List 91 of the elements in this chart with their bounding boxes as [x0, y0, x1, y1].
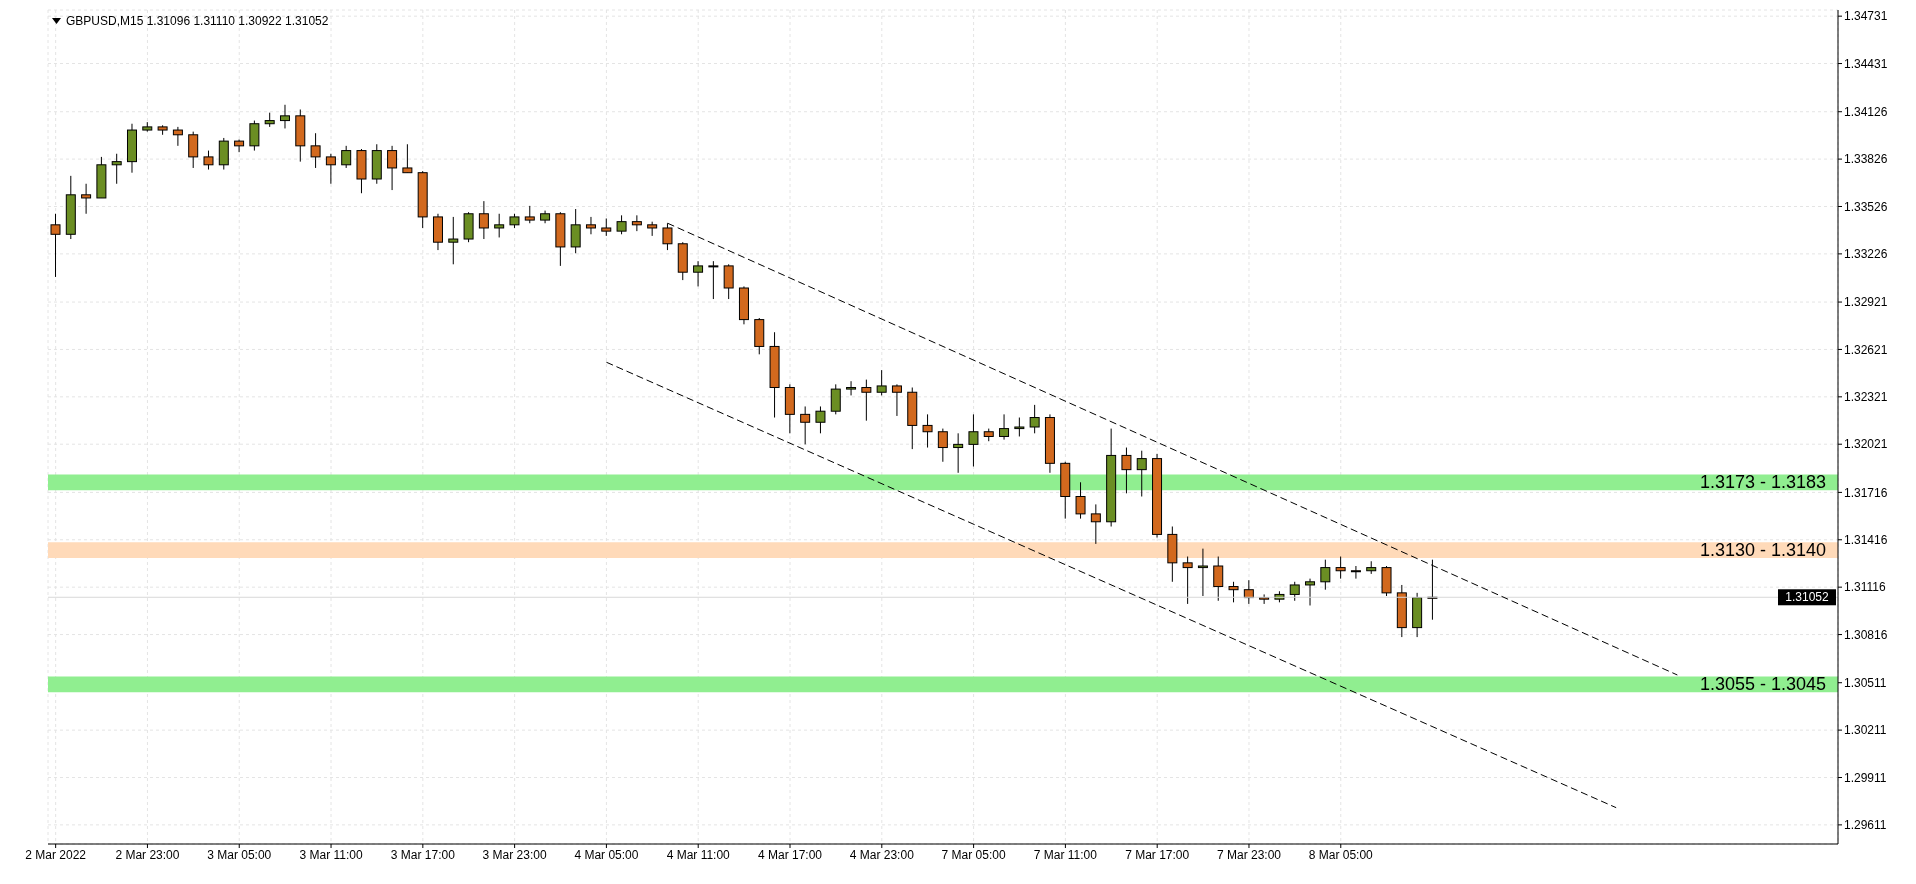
y-tick-label: 1.29611 — [1844, 818, 1887, 833]
candlestick — [999, 413, 1010, 441]
candlestick — [325, 153, 336, 185]
y-tick-label: 1.32021 — [1844, 437, 1888, 452]
x-tick-label: 2 Mar 23:00 — [115, 847, 180, 862]
y-tick-label: 1.31116 — [1844, 580, 1886, 595]
y-tick-label: 1.33526 — [1844, 199, 1888, 214]
y-tick-label: 1.32921 — [1844, 295, 1888, 310]
candlestick — [937, 428, 948, 463]
candlestick — [585, 216, 596, 235]
candlestick — [172, 126, 183, 147]
x-tick-label: 3 Mar 23:00 — [482, 847, 547, 862]
candlestick — [830, 383, 841, 415]
candlestick — [1029, 404, 1040, 434]
candlestick — [815, 405, 826, 434]
candlestick — [341, 145, 352, 169]
x-tick-label: 4 Mar 05:00 — [574, 847, 639, 862]
x-tick-label: 4 Mar 17:00 — [757, 847, 823, 862]
y-tick-label: 1.34431 — [1844, 56, 1888, 71]
candlestick — [1228, 581, 1239, 603]
candlestick — [616, 214, 627, 235]
candlestick — [188, 131, 199, 169]
band-label: 1.3173 - 1.3183 — [1699, 472, 1826, 493]
candlestick — [861, 379, 872, 422]
candlestick — [1335, 556, 1346, 580]
chart-title: GBPUSD,M15 1.31096 1.31110 1.30922 1.31052 — [66, 14, 329, 28]
y-tick-label: 1.30511 — [1844, 675, 1887, 690]
candlestick — [50, 213, 61, 278]
candlestick — [1350, 565, 1361, 580]
candlestick — [846, 380, 857, 396]
x-tick-label: 3 Mar 11:00 — [299, 847, 363, 862]
x-tick-label: 7 Mar 17:00 — [1125, 847, 1190, 862]
candlestick — [1320, 559, 1331, 591]
candlestick — [1197, 548, 1208, 597]
candlestick — [876, 369, 887, 396]
candlestick — [111, 153, 122, 185]
x-tick-label: 3 Mar 17:00 — [390, 847, 456, 862]
y-tick-label: 1.31416 — [1844, 533, 1888, 548]
y-tick-label: 1.32621 — [1844, 342, 1888, 357]
candlestick — [953, 432, 964, 474]
candlestick — [708, 260, 719, 300]
candlestick — [1243, 579, 1254, 605]
x-tick-label: 7 Mar 05:00 — [941, 847, 1006, 862]
candlestick — [1075, 481, 1086, 520]
band-label: 1.3055 - 1.3045 — [1699, 674, 1826, 695]
x-tick-label: 8 Mar 05:00 — [1308, 847, 1374, 862]
candlestick — [387, 145, 398, 191]
candlestick — [310, 132, 321, 169]
candlestick — [81, 183, 92, 215]
y-tick-label: 1.34731 — [1844, 9, 1888, 24]
candlestick — [891, 383, 902, 417]
x-tick-label: 4 Mar 23:00 — [849, 847, 915, 862]
y-tick-label: 1.32321 — [1844, 390, 1888, 405]
candlestick — [448, 216, 459, 265]
y-tick-label: 1.31716 — [1844, 485, 1888, 500]
y-tick-label: 1.30816 — [1844, 627, 1888, 642]
candlestick — [402, 143, 413, 174]
x-tick-label: 4 Mar 11:00 — [666, 847, 731, 862]
candlestick — [203, 150, 214, 171]
candlestick — [1289, 581, 1300, 602]
candlestick — [1136, 450, 1147, 497]
y-tick-label: 1.29911 — [1844, 770, 1887, 785]
candlestick — [494, 213, 505, 238]
candlestick — [723, 263, 734, 300]
candlestick — [1014, 417, 1025, 437]
x-tick-label: 2 Mar 2022 — [25, 847, 87, 862]
candlestick — [1182, 556, 1193, 605]
candlestick — [693, 260, 704, 287]
candlestick — [570, 208, 581, 254]
ref-line-label: 1.31052 — [1785, 590, 1830, 605]
candlestick — [1090, 503, 1101, 545]
candlestick — [279, 104, 290, 129]
candlestick — [249, 120, 260, 152]
y-tick-label: 1.33826 — [1844, 152, 1888, 167]
candlestick — [218, 137, 229, 171]
candlestick — [1213, 556, 1224, 602]
y-tick-label: 1.33226 — [1844, 247, 1888, 262]
candlestick — [800, 405, 811, 445]
band-label: 1.3130 - 1.3140 — [1699, 540, 1826, 561]
candlestick — [1305, 578, 1316, 606]
candlestick — [631, 214, 642, 232]
y-tick-label: 1.34126 — [1844, 104, 1888, 119]
candlestick — [1121, 447, 1132, 494]
candlestick — [922, 413, 933, 449]
candlestick — [968, 413, 979, 467]
candlestick — [478, 200, 489, 240]
x-tick-label: 7 Mar 23:00 — [1216, 847, 1282, 862]
x-tick-label: 7 Mar 11:00 — [1033, 847, 1098, 862]
x-tick-label: 3 Mar 05:00 — [207, 847, 272, 862]
candlestick — [234, 139, 245, 153]
y-tick-label: 1.30211 — [1844, 723, 1887, 738]
